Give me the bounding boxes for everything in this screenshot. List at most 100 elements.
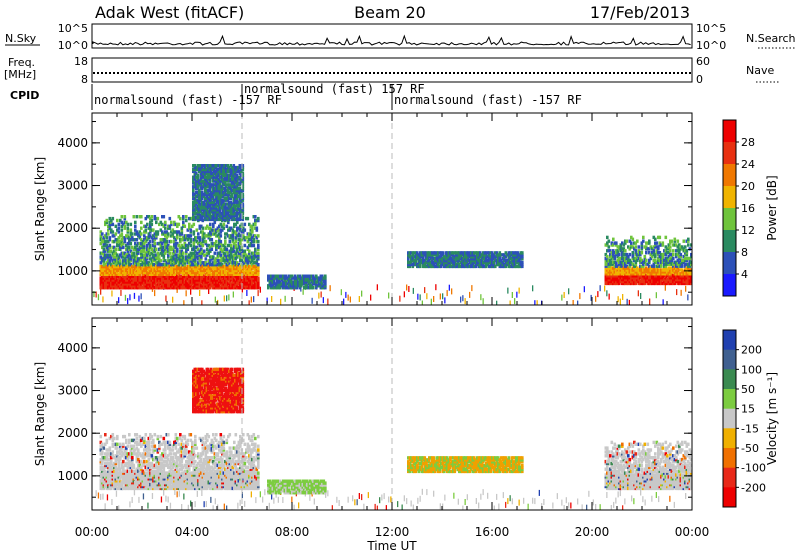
echo-cell xyxy=(126,228,130,232)
echo-cell xyxy=(198,164,201,168)
echo-cell xyxy=(245,253,248,257)
echo-cell xyxy=(687,243,690,247)
echo-cell xyxy=(649,279,653,284)
echo-cell xyxy=(222,173,225,177)
echo-cell xyxy=(681,270,684,274)
echo-cell xyxy=(222,264,226,269)
echo-cell xyxy=(197,274,200,278)
echo-cell xyxy=(221,282,224,286)
echo-cell xyxy=(639,268,642,272)
echo-cell xyxy=(235,183,239,187)
echo-cell xyxy=(192,251,196,255)
echo-cell xyxy=(180,274,184,278)
echo-cell xyxy=(141,270,145,275)
echo-cell xyxy=(179,268,182,273)
echo-cell xyxy=(420,260,424,265)
echo-cell xyxy=(458,253,461,257)
echo-cell xyxy=(226,164,230,168)
echo-cell xyxy=(134,278,137,282)
echo-cell xyxy=(134,270,137,275)
clutter-mark xyxy=(534,300,536,305)
echo-cell xyxy=(492,264,496,269)
echo-cell xyxy=(128,245,131,250)
echo-cell xyxy=(153,253,157,257)
echo-cell xyxy=(128,264,131,269)
clutter-mark xyxy=(250,296,252,303)
echo-cell xyxy=(667,254,671,259)
echo-cell xyxy=(231,165,234,170)
echo-cell xyxy=(216,196,219,200)
echo-cell xyxy=(228,239,232,244)
echo-cell xyxy=(155,232,158,236)
echo-cell xyxy=(231,208,234,212)
echo-cell xyxy=(120,245,124,250)
echo-cell xyxy=(117,222,121,227)
echo-cell xyxy=(143,224,146,228)
echo-cell xyxy=(131,280,134,284)
echo-cell xyxy=(228,274,232,278)
clutter-mark xyxy=(349,296,351,303)
echo-cell xyxy=(177,280,181,284)
echo-cell xyxy=(107,261,110,265)
echo-cell xyxy=(209,247,212,251)
echo-cell xyxy=(191,224,194,228)
echo-cell xyxy=(171,234,175,238)
echo-cell xyxy=(144,276,148,280)
echo-cell xyxy=(458,262,461,267)
echo-cell xyxy=(658,254,662,259)
clutter-mark xyxy=(199,290,201,296)
echo-cell xyxy=(243,280,247,284)
echo-cell xyxy=(216,167,219,172)
echo-cell xyxy=(120,215,124,219)
echo-cell xyxy=(199,173,203,177)
echo-cell xyxy=(634,281,638,286)
echo-cell xyxy=(158,270,161,275)
echo-cell xyxy=(249,280,253,284)
echo-cell xyxy=(195,268,199,273)
echo-cell xyxy=(270,274,273,278)
echo-cell xyxy=(231,215,234,220)
echo-cell xyxy=(625,270,629,274)
echo-cell xyxy=(201,173,204,177)
echo-cell xyxy=(189,216,193,221)
echo-cell xyxy=(625,279,629,284)
echo-cell xyxy=(210,266,214,271)
echo-cell xyxy=(129,280,133,284)
echo-cell xyxy=(672,264,675,268)
echo-cell xyxy=(125,276,128,280)
echo-cell xyxy=(688,256,692,261)
echo-cell xyxy=(201,215,204,220)
beam-title: Beam 20 xyxy=(354,3,426,22)
echo-cell xyxy=(213,183,216,187)
echo-cell xyxy=(470,251,473,255)
echo-cell xyxy=(228,206,231,210)
echo-cell xyxy=(213,206,216,210)
echo-cell xyxy=(248,259,251,263)
echo-cell xyxy=(114,276,118,280)
echo-cell xyxy=(224,259,227,263)
echo-cell xyxy=(657,272,660,276)
echo-cell xyxy=(198,286,202,290)
echo-cell xyxy=(277,284,281,288)
echo-cell xyxy=(129,238,133,242)
echo-cell xyxy=(152,266,155,271)
echo-cell xyxy=(461,258,464,263)
echo-cell xyxy=(147,276,151,280)
echo-cell xyxy=(171,228,175,232)
echo-cell xyxy=(422,251,425,255)
echo-cell xyxy=(221,257,224,261)
echo-cell xyxy=(471,258,475,263)
echo-cell xyxy=(622,249,626,253)
echo-cell xyxy=(425,257,428,261)
echo-cell xyxy=(316,284,320,288)
echo-cell xyxy=(234,286,238,290)
clutter-mark xyxy=(280,298,282,305)
echo-cell xyxy=(271,276,275,280)
echo-cell xyxy=(176,282,179,286)
echo-cell xyxy=(324,282,327,286)
echo-cell xyxy=(234,274,238,278)
echo-cell xyxy=(416,257,419,261)
echo-cell xyxy=(214,194,218,199)
echo-cell xyxy=(219,215,222,220)
echo-cell xyxy=(215,243,218,248)
